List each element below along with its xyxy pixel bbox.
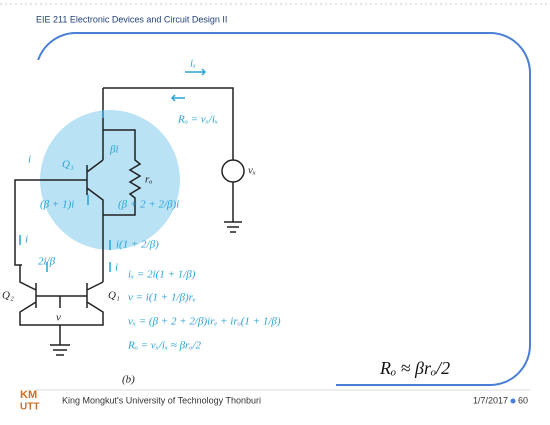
highlight xyxy=(40,110,180,250)
bullet xyxy=(510,398,516,404)
label: Q₁ xyxy=(108,290,120,302)
header-title: EIE 211 Electronic Devices and Circuit D… xyxy=(36,14,227,24)
source xyxy=(221,159,245,183)
base-wire xyxy=(14,179,87,266)
label: iₓ xyxy=(190,58,196,70)
label: (β + 1)i xyxy=(40,199,74,211)
equation: iₓ = 2i(1 + 1/β) xyxy=(128,269,196,281)
equation: v = i(1 + 1/β)rₑ xyxy=(128,292,196,304)
label: 2i/β xyxy=(38,256,56,268)
circuit xyxy=(14,68,245,356)
label: Rₒ = vₓ/iₓ xyxy=(177,114,218,126)
logo: KM xyxy=(20,389,37,401)
logo: UTT xyxy=(20,402,39,413)
equation: vₓ = (β + 2 + 2/β)irₑ + irₒ(1 + 1/β) xyxy=(128,316,281,328)
caption: (b) xyxy=(122,374,135,386)
figure-bg xyxy=(0,60,336,387)
formula: Rₒ ≈ βrₒ/2 xyxy=(379,358,450,378)
label: i xyxy=(115,262,118,274)
label: Q₃ xyxy=(62,159,74,171)
footer-university: King Mongkut's University of Technology … xyxy=(62,395,261,405)
footer-date: 1/7/2017 xyxy=(473,395,508,405)
label: vₓ xyxy=(248,165,256,177)
label: rₒ xyxy=(145,174,152,186)
label: i(1 + 2/β) xyxy=(116,239,159,251)
label: (β + 2 + 2/β)i xyxy=(118,199,179,211)
footer-page: 60 xyxy=(518,395,528,405)
label: v xyxy=(56,312,61,324)
equation: Rₒ = vₓ/iₓ ≈ βrₒ/2 xyxy=(127,340,202,352)
label: i xyxy=(25,234,28,246)
label: i xyxy=(28,154,31,166)
label: Q₂ xyxy=(2,290,14,302)
arrows xyxy=(19,68,207,272)
label: βi xyxy=(109,144,119,156)
mirror-wires xyxy=(19,265,104,356)
wires xyxy=(103,87,242,233)
